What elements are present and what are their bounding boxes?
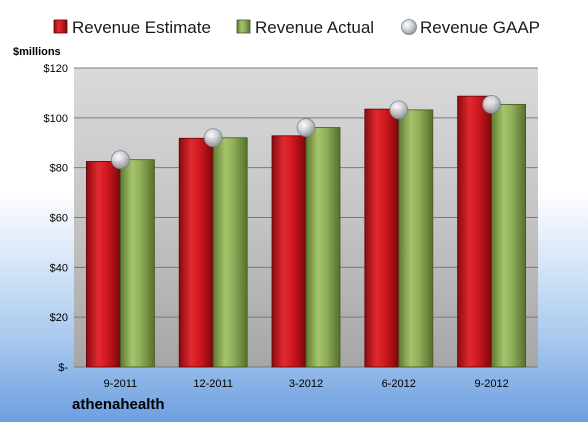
bar-revenue-actual	[212, 137, 248, 368]
company-name: athenahealth	[72, 396, 165, 413]
marker-revenue-gaap	[296, 118, 316, 137]
marker-revenue-gaap	[111, 150, 130, 170]
x-tick-label: 3-2012	[289, 378, 323, 390]
marker-revenue-gaap	[482, 94, 502, 114]
marker-revenue-gaap	[203, 128, 223, 148]
bar-revenue-estimate	[271, 135, 307, 368]
y-tick-label: $80	[50, 163, 68, 175]
legend-swatch	[401, 19, 417, 35]
x-tick-label: 6-2012	[382, 378, 416, 390]
y-axis-ticks: $- $20 $40 $60 $80 $100 $120	[44, 63, 69, 374]
marker-revenue-gaap	[389, 100, 409, 120]
unit-label: $millions	[13, 46, 61, 58]
bar-revenue-estimate	[86, 161, 121, 368]
x-tick-label: 9-2011	[104, 378, 137, 390]
legend-swatch	[53, 19, 68, 34]
y-tick-label: $60	[50, 213, 68, 225]
legend-swatch	[236, 19, 251, 34]
y-tick-label: $100	[44, 113, 68, 125]
bar-revenue-estimate	[178, 137, 214, 368]
y-tick-label: $20	[50, 312, 68, 324]
legend-label: Revenue GAAP	[420, 18, 540, 37]
gaap-markers	[111, 94, 502, 170]
legend-label: Revenue Actual	[255, 18, 374, 37]
x-tick-label: 9-2012	[474, 378, 508, 390]
bar-revenue-actual	[491, 103, 527, 368]
bar-revenue-estimate	[457, 95, 493, 368]
x-axis-ticks: 9-2011 12-2011 3-2012 6-2012 9-2012	[104, 378, 509, 390]
y-tick-label: $120	[44, 63, 68, 75]
bar-revenue-actual	[398, 109, 434, 368]
bar-revenue-actual	[120, 159, 155, 368]
legend-label: Revenue Estimate	[72, 18, 211, 37]
legend: Revenue Estimate Revenue Actual Revenue GA…	[53, 18, 540, 37]
x-tick-label: 12-2011	[193, 378, 233, 390]
y-tick-label: $40	[50, 262, 68, 274]
bar-revenue-actual	[305, 127, 341, 368]
bar-revenue-estimate	[364, 108, 400, 368]
bars	[86, 95, 527, 368]
y-tick-label: $-	[58, 362, 68, 374]
